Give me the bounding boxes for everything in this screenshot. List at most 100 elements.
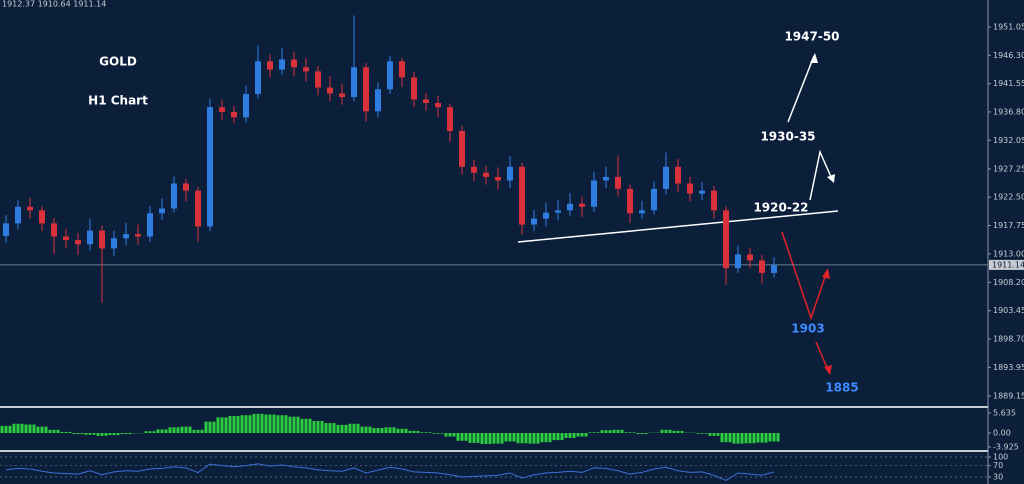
- histogram-bar: [624, 432, 628, 433]
- candle-body: [183, 183, 189, 191]
- arrow: [815, 341, 829, 371]
- histogram-bar: [452, 432, 456, 437]
- histogram-bar: [448, 432, 452, 437]
- y-tick-label: 1893.95: [993, 363, 1024, 372]
- histogram-bar: [576, 432, 580, 437]
- y-tick-label: 1889.15: [993, 391, 1024, 400]
- candle-body: [771, 265, 777, 273]
- histogram-bar: [496, 432, 500, 444]
- histogram-bar: [440, 432, 444, 434]
- histogram-bar: [344, 424, 348, 433]
- histogram-bar: [396, 428, 400, 433]
- histogram-bar: [524, 432, 528, 444]
- candle-body: [123, 234, 129, 239]
- histogram-bar: [320, 420, 324, 433]
- histogram-bar: [488, 432, 492, 445]
- candle-body: [75, 240, 81, 245]
- histogram-bar: [592, 432, 596, 433]
- candle-body: [351, 67, 357, 98]
- candle-body: [51, 223, 57, 237]
- histogram-bar: [256, 413, 260, 433]
- histogram-bar: [740, 432, 744, 444]
- histogram-bar: [352, 423, 356, 433]
- histogram-bar: [276, 415, 280, 433]
- histogram-bar: [548, 432, 552, 443]
- candle-body: [327, 87, 333, 94]
- histogram-bar: [204, 421, 208, 433]
- histogram-bar: [512, 432, 516, 442]
- candle-body: [411, 77, 417, 100]
- candle-body: [555, 210, 561, 213]
- histogram-bar: [300, 418, 304, 433]
- histogram-bar: [80, 432, 84, 435]
- histogram-bar: [200, 429, 204, 433]
- candle-body: [375, 89, 381, 112]
- candle-body: [699, 190, 705, 194]
- y-tick-label: 1917.75: [993, 221, 1024, 230]
- histogram-bar: [36, 426, 40, 433]
- histogram-bar: [376, 428, 380, 433]
- histogram-bar: [720, 432, 724, 443]
- histogram-bar: [436, 432, 440, 434]
- histogram-bar: [552, 432, 556, 441]
- histogram-bar: [328, 423, 332, 433]
- arrowhead: [827, 174, 835, 183]
- candle-body: [363, 67, 369, 112]
- histogram-bar: [772, 432, 776, 442]
- y-tick-label: 5.635: [993, 408, 1016, 417]
- annotation: GOLD: [99, 55, 137, 69]
- histogram-bar: [444, 432, 448, 437]
- candle-body: [663, 166, 669, 189]
- y-tick-label: 100: [993, 453, 1008, 462]
- candle-body: [243, 94, 249, 118]
- candle-body: [159, 208, 165, 214]
- histogram-bar: [400, 428, 404, 433]
- candle-body: [459, 131, 465, 167]
- histogram-bar: [268, 414, 272, 433]
- histogram-bar: [84, 432, 88, 435]
- arrowhead: [824, 365, 832, 375]
- histogram-bar: [428, 432, 432, 433]
- histogram-bar: [528, 432, 532, 444]
- histogram-bar: [192, 429, 196, 433]
- histogram-bar: [104, 432, 108, 436]
- histogram-bar: [364, 426, 368, 433]
- candle-body: [423, 99, 429, 104]
- histogram-bar: [288, 416, 292, 433]
- histogram-bar: [248, 415, 252, 433]
- histogram-bar: [484, 432, 488, 445]
- candle-body: [675, 166, 681, 184]
- candle-body: [219, 107, 225, 112]
- candle-body: [579, 203, 585, 207]
- histogram-bar: [596, 432, 600, 433]
- candle-body: [627, 188, 633, 214]
- histogram-bar: [612, 429, 616, 433]
- histogram-bar: [212, 421, 216, 433]
- candle-body: [15, 206, 21, 224]
- histogram-bar: [188, 426, 192, 433]
- histogram-bar: [724, 432, 728, 443]
- histogram-bar: [216, 417, 220, 433]
- annotation: 1920-22: [753, 201, 808, 215]
- histogram-bar: [4, 425, 8, 433]
- candle-body: [399, 61, 405, 78]
- histogram-bar: [588, 432, 592, 433]
- y-tick-label: 1903.45: [993, 306, 1024, 315]
- histogram-bar: [232, 415, 236, 433]
- histogram-bar: [716, 432, 720, 436]
- histogram-bar: [616, 429, 620, 433]
- histogram-bar: [152, 431, 156, 433]
- histogram-bar: [168, 427, 172, 433]
- histogram-bar: [156, 429, 160, 433]
- histogram-bar: [296, 416, 300, 433]
- histogram-bar: [500, 432, 504, 444]
- histogram-bar: [728, 432, 732, 443]
- histogram-bar: [388, 427, 392, 433]
- arrow: [781, 231, 827, 321]
- histogram-bar: [348, 423, 352, 433]
- histogram-bar: [128, 432, 132, 435]
- candle-body: [3, 223, 9, 236]
- y-tick-label: 1898.70: [993, 335, 1024, 344]
